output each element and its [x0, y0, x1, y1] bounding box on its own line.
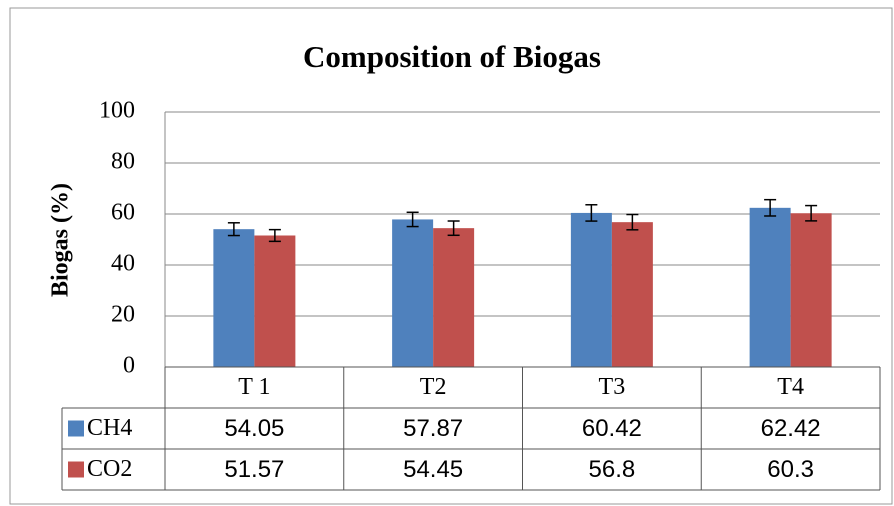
y-tick-label: 20	[111, 302, 135, 328]
error-bar	[805, 204, 818, 222]
y-tick-label: 80	[111, 149, 135, 175]
legend-swatch	[68, 461, 84, 478]
error-bar	[626, 213, 639, 231]
error-bar	[268, 228, 281, 243]
table-value: 51.57	[224, 456, 284, 483]
legend-label: CO2	[87, 456, 132, 482]
error-bar	[447, 220, 460, 237]
error-bar	[227, 222, 240, 237]
table-value: 54.05	[224, 415, 284, 442]
y-axis-title: Biogas (%)	[48, 183, 74, 297]
bar	[213, 229, 255, 367]
table-value: 54.45	[403, 456, 463, 483]
table-value: 60.42	[582, 415, 642, 442]
y-tick-label: 60	[111, 200, 135, 226]
bar	[392, 219, 434, 367]
chart-title: Composition of Biogas	[303, 39, 601, 74]
error-bar	[585, 204, 598, 222]
error-bar	[406, 211, 419, 228]
y-tick-label: 100	[99, 98, 135, 124]
legend-swatch	[68, 420, 84, 437]
x-tick-label: T2	[420, 374, 447, 400]
legend-label: CH4	[87, 415, 132, 441]
bar	[254, 235, 296, 367]
x-tick-label: T3	[599, 374, 626, 400]
bar	[433, 228, 475, 367]
bar	[570, 212, 612, 367]
x-tick-label: T4	[777, 374, 804, 400]
table-value: 56.8	[589, 456, 636, 483]
y-tick-label: 0	[123, 353, 135, 379]
table-value: 62.42	[761, 415, 821, 442]
table-value: 60.3	[767, 456, 814, 483]
y-tick-label: 40	[111, 251, 135, 277]
table-value: 57.87	[403, 415, 463, 442]
bar	[749, 207, 791, 367]
x-tick-label: T 1	[238, 374, 270, 400]
bar	[611, 222, 653, 367]
bar	[790, 213, 832, 367]
error-bar	[764, 198, 777, 217]
